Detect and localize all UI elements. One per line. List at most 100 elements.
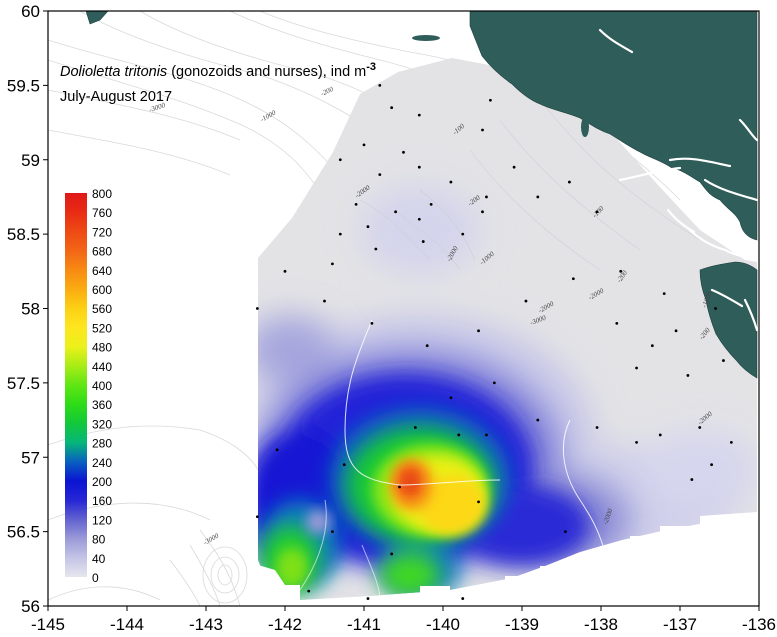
station-point <box>481 128 484 132</box>
station-point <box>354 202 358 206</box>
y-tick-label: 56 <box>21 597 40 616</box>
station-point <box>370 321 374 325</box>
x-tick-label: -142 <box>268 615 302 634</box>
station-point <box>710 463 713 467</box>
station-point <box>374 247 378 251</box>
map-title: Dolioletta tritonis (gonozoids and nurse… <box>60 61 376 105</box>
title-subtitle: July-August 2017 <box>60 89 172 105</box>
station-point <box>564 530 567 534</box>
station-point <box>449 396 453 400</box>
colorbar-label: 120 <box>92 513 112 527</box>
x-tick-label: -143 <box>189 615 223 634</box>
colorbar-label: 80 <box>92 533 106 547</box>
station-point <box>378 83 382 87</box>
station-point <box>489 98 492 102</box>
station-point <box>457 433 461 437</box>
station-point <box>255 307 259 310</box>
colorbar-ramp <box>65 193 87 577</box>
colorbar-label: 240 <box>92 456 112 470</box>
station-point <box>568 180 571 184</box>
y-axis: 56 56.5 57 57.5 58 58.5 59 59.5 60 <box>7 2 48 616</box>
station-point <box>461 232 465 236</box>
station-point <box>323 299 326 303</box>
station-point <box>481 210 484 214</box>
station-point <box>417 217 421 221</box>
colorbar-label: 520 <box>92 321 112 335</box>
y-tick-label: 59.5 <box>7 76 40 95</box>
station-point <box>512 165 516 169</box>
x-axis: -145 -144 -143 -142 -141 -140 -139 -138 -137 -136 <box>31 606 776 634</box>
station-point <box>421 240 425 243</box>
station-point <box>595 426 599 429</box>
station-point <box>461 597 465 600</box>
colorbar-label: 0 <box>92 571 99 585</box>
station-point <box>686 374 690 377</box>
station-point <box>571 277 575 281</box>
station-point <box>492 381 496 385</box>
station-point <box>429 202 433 206</box>
title-line-1: Dolioletta tritonis (gonozoids and nurse… <box>60 61 376 80</box>
station-point <box>477 500 480 504</box>
colorbar-label: 360 <box>92 398 112 412</box>
station-point <box>619 269 623 273</box>
station-point <box>477 329 480 333</box>
y-tick-label: 57 <box>21 448 40 467</box>
station-point <box>690 478 694 481</box>
station-points <box>255 83 733 600</box>
y-tick-label: 57.5 <box>7 374 40 393</box>
station-point <box>307 589 311 593</box>
station-point <box>425 344 429 348</box>
title-superscript: -3 <box>366 61 376 73</box>
colorbar: 8007607206806406005605204804404003603202… <box>65 187 112 585</box>
x-tick-label: -138 <box>584 615 618 634</box>
station-point <box>662 292 666 296</box>
station-point <box>255 515 259 519</box>
colorbar-label: 200 <box>92 475 112 489</box>
station-point <box>275 448 279 452</box>
colorbar-label: 440 <box>92 360 112 374</box>
station-point <box>524 299 528 303</box>
station-point <box>417 113 421 117</box>
y-tick-label: 60 <box>21 2 40 21</box>
colorbar-label: 400 <box>92 379 112 393</box>
station-point <box>485 433 488 437</box>
station-point <box>338 232 342 236</box>
station-point <box>342 463 346 467</box>
station-point <box>536 418 540 422</box>
station-point <box>390 552 394 556</box>
station-point <box>449 180 453 184</box>
station-point <box>394 210 397 214</box>
station-point <box>283 269 287 273</box>
colorbar-label: 560 <box>92 302 112 316</box>
station-point <box>378 173 382 177</box>
station-point <box>635 440 638 444</box>
y-tick-label: 56.5 <box>7 523 40 542</box>
station-point <box>485 195 488 199</box>
colorbar-label: 40 <box>92 552 106 566</box>
colorbar-label: 800 <box>92 187 112 201</box>
station-point <box>635 366 638 370</box>
station-point <box>595 210 599 214</box>
station-point <box>536 195 540 199</box>
station-point <box>331 530 334 534</box>
title-species: Dolioletta tritonis <box>60 64 167 80</box>
colorbar-label: 720 <box>92 225 112 239</box>
station-point <box>413 426 417 429</box>
station-point <box>366 597 370 600</box>
station-point <box>698 426 702 429</box>
station-point <box>366 225 370 229</box>
y-tick-label: 59 <box>21 151 40 170</box>
plot-area: -3000-1000-200-100-2000-200-2000 -1000-10… <box>48 11 759 606</box>
station-point <box>674 329 678 333</box>
station-point <box>398 485 401 489</box>
x-tick-label: -139 <box>505 615 539 634</box>
colorbar-label: 480 <box>92 341 112 355</box>
station-point <box>331 262 334 266</box>
x-tick-label: -136 <box>742 615 776 634</box>
colorbar-label: 600 <box>92 283 112 297</box>
colorbar-labels: 8007607206806406005605204804404003603202… <box>92 187 112 585</box>
colorbar-label: 640 <box>92 264 112 278</box>
station-point <box>390 106 394 110</box>
